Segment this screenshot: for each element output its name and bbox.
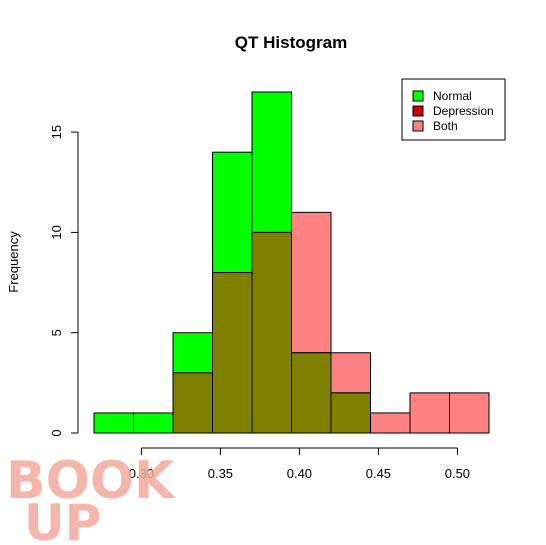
bar-both-9 (449, 392, 490, 434)
bookup-watermark-logo: BOOK UP (6, 451, 176, 545)
bar-both-8 (409, 392, 450, 434)
bar-normal-1 (133, 412, 174, 434)
legend-swatch-0 (412, 90, 424, 102)
bar-normal-3 (212, 151, 253, 274)
bar-normal-2 (172, 332, 213, 374)
bar-normal-4 (251, 91, 292, 233)
chart-title: QT Histogram (235, 33, 347, 52)
y-tick-label-2: 10 (49, 225, 64, 239)
x-tick-label-0: 0.30 (129, 466, 154, 481)
x-axis: 0.30 0.35 0.40 0.45 0.50 (129, 447, 470, 481)
bar-normal-0 (93, 412, 134, 434)
y-axis: 0 5 10 15 (49, 125, 79, 437)
legend-label-2: Both (433, 119, 458, 133)
bar-overlap-5 (291, 352, 332, 434)
y-axis-label: Frequency (6, 231, 21, 293)
bar-overlap-4 (251, 231, 292, 434)
y-tick-label-1: 5 (49, 329, 64, 336)
watermark-line2: UP (24, 494, 101, 545)
bar-overlap-3 (212, 272, 253, 434)
legend-label-1: Depression (433, 104, 494, 118)
bar-both-5 (291, 211, 332, 354)
y-tick-label-0: 0 (49, 429, 64, 436)
bar-both-6 (330, 352, 371, 394)
x-tick-label-2: 0.40 (287, 466, 312, 481)
watermark-line1: BOOK (6, 451, 176, 511)
x-tick-label-3: 0.45 (366, 466, 391, 481)
y-tick-label-3: 15 (49, 125, 64, 139)
legend-swatch-2 (412, 120, 424, 132)
x-tick-label-1: 0.35 (208, 466, 233, 481)
legend-label-0: Normal (433, 89, 472, 103)
bars-group (93, 91, 490, 434)
bar-both-7 (370, 412, 411, 434)
x-tick-label-4: 0.50 (445, 466, 470, 481)
bar-overlap-2 (172, 372, 213, 434)
legend-swatch-1 (412, 105, 424, 117)
bar-overlap-6 (330, 392, 371, 434)
